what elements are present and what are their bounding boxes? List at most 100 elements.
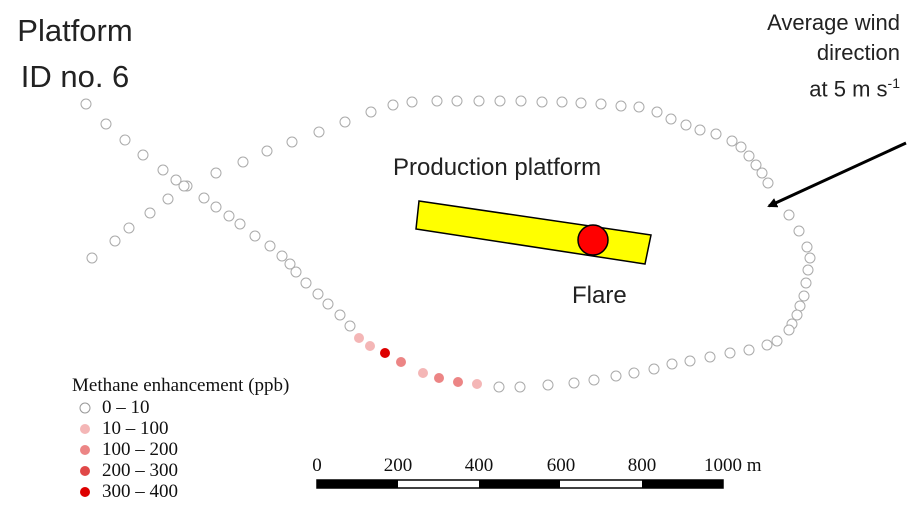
- sample-point: [290, 266, 302, 278]
- sample-point: [628, 367, 640, 379]
- flight-track-points: [80, 95, 816, 393]
- sample-point: [170, 174, 182, 186]
- sample-point: [761, 339, 773, 351]
- sample-point-enhanced: [418, 368, 428, 378]
- sample-point-enhanced: [380, 348, 390, 358]
- legend: Methane enhancement (ppb) 0 – 10 10 – 100…: [72, 375, 352, 502]
- legend-item-label: 300 – 400: [102, 480, 178, 502]
- sample-point: [694, 124, 706, 136]
- sample-point: [536, 96, 548, 108]
- sample-point: [710, 128, 722, 140]
- sample-point: [119, 134, 131, 146]
- sample-point-enhanced: [453, 377, 463, 387]
- sample-point: [210, 167, 222, 179]
- sample-point: [783, 324, 795, 336]
- flare-label: Flare: [572, 282, 627, 309]
- sample-point: [264, 240, 276, 252]
- sample-point: [794, 300, 806, 312]
- sample-point: [684, 355, 696, 367]
- legend-item: 300 – 400: [72, 481, 352, 502]
- sample-point: [284, 258, 296, 270]
- legend-swatch: [80, 423, 90, 434]
- sample-point: [137, 149, 149, 161]
- sample-point: [286, 136, 298, 148]
- sample-point: [801, 241, 813, 253]
- production-platform-shape: [415, 200, 652, 265]
- sample-point: [300, 277, 312, 289]
- sample-point: [234, 218, 246, 230]
- sample-point: [334, 309, 346, 321]
- legend-swatch: [80, 444, 90, 455]
- sample-point: [210, 201, 222, 213]
- sample-point: [144, 207, 156, 219]
- scale-tick-label: 200: [383, 455, 413, 476]
- sample-point: [198, 192, 210, 204]
- scale-tick-label: 400: [464, 455, 494, 476]
- sample-point: [473, 95, 485, 107]
- sample-point: [783, 209, 795, 221]
- sample-point: [588, 374, 600, 386]
- sample-point: [157, 164, 169, 176]
- sample-point-enhanced: [434, 373, 444, 383]
- sample-point-enhanced: [396, 357, 406, 367]
- sample-point: [365, 106, 377, 118]
- sample-point: [249, 230, 261, 242]
- sample-point: [322, 298, 334, 310]
- sample-point: [724, 347, 736, 359]
- wind-line2: direction: [816, 40, 900, 65]
- sample-point: [431, 95, 443, 107]
- sample-point: [798, 290, 810, 302]
- sample-point: [387, 99, 399, 111]
- wind-annotation: Average wind direction at 5 m s-1: [700, 8, 900, 104]
- sample-point: [800, 277, 812, 289]
- sample-point: [615, 100, 627, 112]
- sample-point-enhanced: [354, 333, 364, 343]
- legend-item: 0 – 10: [72, 397, 352, 418]
- scale-segment-1: [317, 480, 398, 488]
- scale-tick-label: 1000 m: [704, 455, 762, 476]
- scale-bar: [316, 479, 724, 489]
- sample-point: [109, 235, 121, 247]
- scale-segment-3: [479, 480, 560, 488]
- sample-point: [494, 95, 506, 107]
- sample-point: [651, 106, 663, 118]
- scale-tick-label: 800: [627, 455, 657, 476]
- sample-point: [665, 113, 677, 125]
- legend-item-label: 200 – 300: [102, 459, 178, 481]
- sample-point: [80, 98, 92, 110]
- sample-point: [743, 150, 755, 162]
- flare-marker: [577, 224, 609, 256]
- sample-point: [312, 288, 324, 300]
- sample-point: [793, 225, 805, 237]
- sample-point: [791, 309, 803, 321]
- sample-point: [162, 193, 174, 205]
- sample-point: [276, 250, 288, 262]
- sample-point: [86, 252, 98, 264]
- legend-swatch: [80, 486, 90, 497]
- sample-point: [313, 126, 325, 138]
- sample-point: [339, 116, 351, 128]
- legend-swatch: [79, 402, 91, 413]
- wind-line1: Average wind: [767, 10, 900, 35]
- sample-point: [515, 95, 527, 107]
- production-platform-label: Production platform: [393, 154, 602, 181]
- sample-point: [726, 135, 738, 147]
- sample-point: [556, 96, 568, 108]
- sample-point: [735, 141, 747, 153]
- sample-point: [750, 159, 762, 171]
- sample-point: [595, 98, 607, 110]
- sample-point: [568, 377, 580, 389]
- scale-tick-label: 600: [546, 455, 576, 476]
- sample-point: [804, 252, 816, 264]
- legend-item: 10 – 100: [72, 418, 352, 439]
- sample-point: [178, 180, 190, 192]
- sample-point: [648, 363, 660, 375]
- sample-point: [762, 177, 774, 189]
- wind-line3-superscript: -1: [887, 75, 900, 91]
- wind-line3: at 5 m s-1: [700, 68, 900, 104]
- legend-title: Methane enhancement (ppb): [72, 375, 290, 396]
- sample-point: [406, 96, 418, 108]
- legend-swatch: [80, 465, 90, 476]
- legend-item-label: 10 – 100: [102, 417, 169, 439]
